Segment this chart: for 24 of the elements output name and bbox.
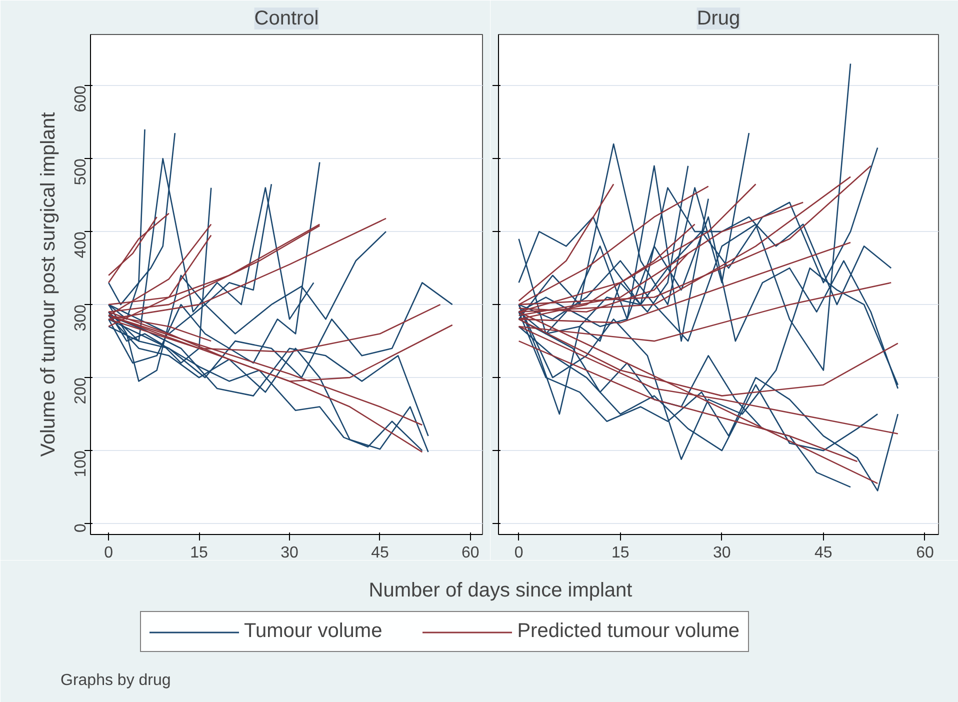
y-tick-label: 200 xyxy=(72,377,90,404)
y-tick-label: 100 xyxy=(72,450,90,478)
y-axis-title: Volume of tumour post surgical implant xyxy=(38,112,60,457)
y-tick-label: 300 xyxy=(72,304,90,332)
x-tick-label: 45 xyxy=(814,544,832,562)
x-tick-label: 30 xyxy=(280,544,299,562)
x-tick-label: 15 xyxy=(611,544,630,562)
y-tick-label: 500 xyxy=(72,158,90,186)
x-tick-label: 0 xyxy=(104,544,114,562)
text: Graphs by drug xyxy=(60,672,171,689)
legend-label: Tumour volume xyxy=(244,620,382,643)
y-tick-label: 400 xyxy=(72,231,90,258)
chart-title: Control xyxy=(254,8,319,30)
x-tick-label: 60 xyxy=(916,544,934,562)
y-tick-label: 0 xyxy=(72,523,90,532)
x-tick-label: 60 xyxy=(462,544,480,562)
x-tick-label: 30 xyxy=(712,544,731,562)
y-tick-label: 600 xyxy=(72,85,90,112)
x-tick-label: 45 xyxy=(371,544,389,562)
x-axis-title: Number of days since implant xyxy=(368,580,633,602)
x-tick-label: 0 xyxy=(514,544,524,562)
chart-title: Drug xyxy=(696,8,740,30)
legend-label: Predicted tumour volume xyxy=(517,620,740,643)
x-tick-label: 15 xyxy=(190,544,208,562)
